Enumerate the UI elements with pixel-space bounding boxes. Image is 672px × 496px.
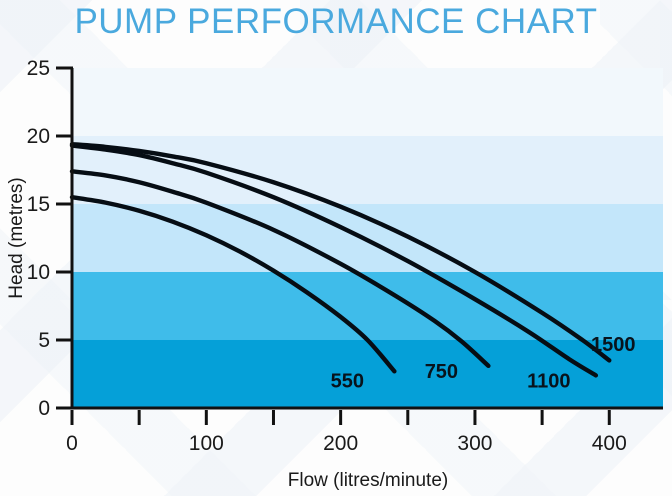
y-tick-label-10: 10: [27, 261, 50, 284]
band-15-20: [72, 136, 663, 204]
curve-1100: [69, 143, 599, 378]
curve-label-550: 550: [331, 371, 364, 393]
x-axis-title: Flow (litres/minute): [288, 470, 448, 491]
series-curves: [69, 141, 612, 378]
x-tick-label-100: 100: [189, 432, 224, 455]
band-20-25: [72, 68, 663, 136]
y-tick-label-5: 5: [38, 329, 50, 352]
page-title: PUMP PERFORMANCE CHART: [74, 2, 598, 41]
x-tick-label-0: 0: [66, 432, 78, 455]
x-tick-label-300: 300: [457, 432, 492, 455]
curve-1500: [69, 141, 612, 363]
y-axis-title: Head (metres): [6, 177, 27, 298]
background-bands: [72, 68, 663, 408]
tick-labels: 0 100 200 300 400 0 5 10 15 20 25: [27, 57, 627, 455]
x-tick-label-400: 400: [592, 432, 627, 455]
y-tick-label-20: 20: [27, 125, 50, 148]
series-labels: 550 750 1100 1500: [331, 334, 636, 393]
curve-label-1500: 1500: [591, 334, 636, 356]
band-0-5: [72, 340, 663, 408]
y-tick-label-0: 0: [38, 397, 50, 420]
band-5-10: [72, 272, 663, 340]
y-tick-label-25: 25: [27, 57, 50, 80]
curve-label-750: 750: [425, 361, 458, 383]
axes: [56, 66, 663, 425]
curve-550: [69, 195, 397, 374]
y-tick-label-15: 15: [27, 193, 50, 216]
x-tick-label-200: 200: [323, 432, 358, 455]
curve-label-1100: 1100: [527, 371, 570, 393]
curve-750: [69, 169, 491, 369]
